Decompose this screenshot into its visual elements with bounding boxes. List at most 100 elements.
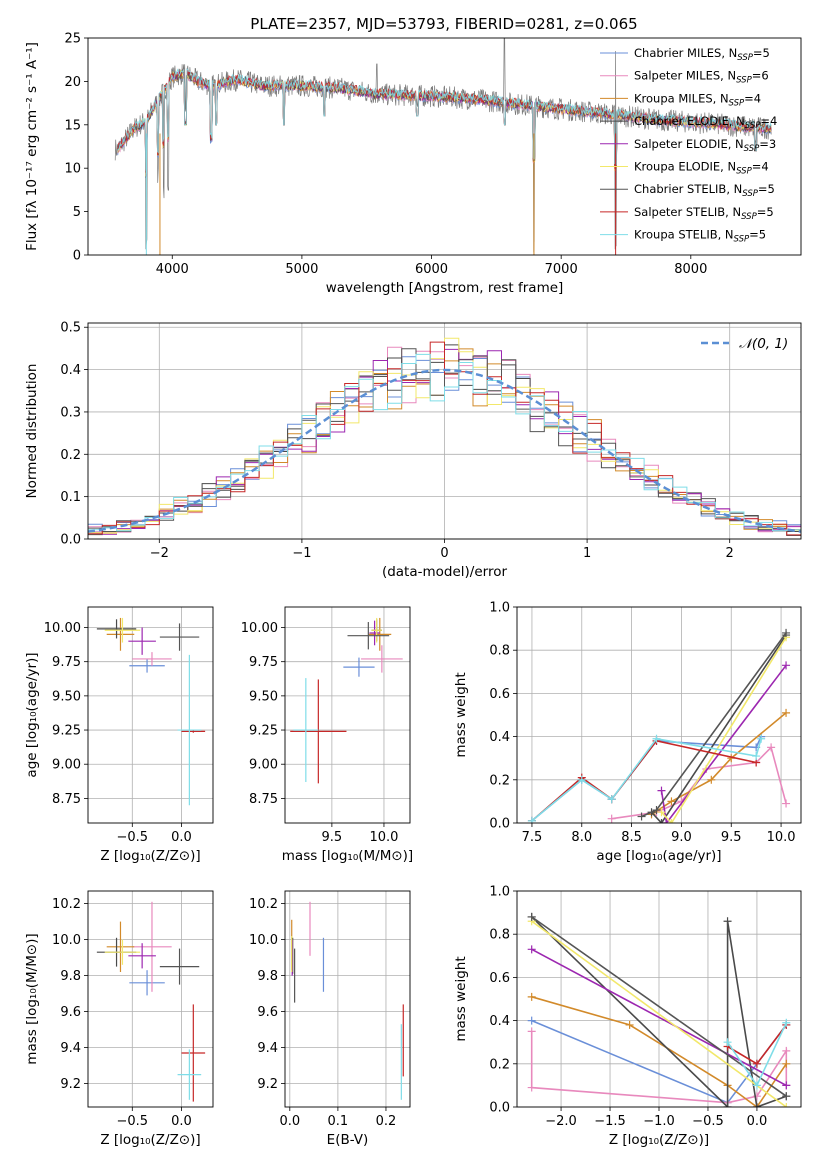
y-tick-label: 10.0 [249, 933, 278, 948]
legend-tail: =3 [759, 137, 776, 151]
y-tick-label: 0.5 [60, 321, 81, 336]
histogram-step [88, 341, 801, 536]
series-marker [782, 1092, 791, 1101]
y-axis-label: Flux [fλ 10⁻¹⁷ erg cm⁻² s⁻¹ A⁻¹] [24, 42, 40, 251]
axes-frame [516, 890, 802, 1108]
series-marker [707, 775, 716, 784]
legend-subscript: SSP [741, 212, 757, 222]
x-axis-label: wavelength [Angstrom, rest frame] [326, 280, 564, 296]
y-tick-label: 0.0 [60, 533, 81, 548]
x-axis-label: Z [log₁₀(Z/Z⊙)] [100, 1132, 200, 1148]
x-tick-label: −1.0 [643, 1114, 675, 1129]
figure-title: PLATE=2357, MJD=53793, FIBERID=0281, z=0… [250, 15, 637, 33]
x-axis-label: (data-model)/error [382, 564, 508, 580]
series-marker [527, 1083, 536, 1092]
legend: Chabrier MILES, NSSP=5 Salpeter MILES, NS… [600, 46, 777, 245]
y-tick-label: 10.0 [52, 933, 81, 948]
histogram-step [88, 348, 801, 536]
series-marker [657, 786, 666, 795]
y-tick-label: 20 [64, 75, 81, 90]
y-axis-label: mass weight [453, 956, 469, 1041]
x-tick-label: 2 [726, 546, 734, 561]
legend-label: Chabrier ELODIE, NSSP=4 [634, 114, 777, 131]
y-tick-label: 9.2 [257, 1077, 278, 1092]
x-tick-label: 0.2 [376, 1114, 397, 1129]
x-tick-label: 0.0 [171, 1114, 192, 1129]
y-tick-label: 9.6 [60, 1005, 81, 1020]
series-marker [782, 708, 791, 717]
axes-frame [516, 606, 802, 824]
series-marker [782, 1103, 791, 1107]
x-tick-label: 0.0 [279, 1114, 300, 1129]
series-marker [752, 1103, 761, 1107]
y-tick-label: 9.8 [60, 969, 81, 984]
series-line [531, 948, 787, 1087]
y-tick-label: 0.2 [489, 773, 510, 788]
x-tick-label: 10.0 [767, 830, 796, 845]
legend-label: Chabrier STELIB, NSSP=5 [634, 182, 775, 199]
plot-area [291, 901, 404, 1100]
axes-spectrum: 4000 5000 6000 7000 8000 0 5 10 15 20 25 wavelength… [24, 32, 802, 296]
y-tick-label: 0.4 [60, 363, 81, 378]
series-line [530, 1031, 788, 1104]
series-marker [637, 812, 646, 821]
y-tick-label: 0 [73, 249, 81, 264]
series-marker [607, 814, 616, 823]
series-marker [782, 1018, 791, 1027]
y-tick-label: 0.0 [489, 817, 510, 832]
y-tick-label: 8.75 [52, 792, 81, 807]
legend-label: Salpeter STELIB, NSSP=5 [634, 205, 774, 222]
series-marker [757, 734, 766, 743]
plot-area [527, 912, 791, 1107]
x-tick-label: 9.0 [671, 830, 692, 845]
series-marker [577, 775, 586, 784]
model-spectrum-line [117, 67, 772, 174]
series-marker [782, 1046, 791, 1055]
axes-frame [87, 606, 214, 824]
x-axis-label: age [log₁₀(age/yr)] [596, 848, 721, 864]
legend-subscript: SSP [737, 53, 753, 63]
series-line [531, 736, 762, 822]
legend-subscript: SSP [734, 235, 750, 245]
y-axis-label: age [log₁₀(age/yr)] [24, 652, 40, 777]
axes-mass-vs-z: −0.5 0.0 9.2 9.4 9.6 9.8 10.0 10.2 Z [log₁₀(Z/Z⊙… [24, 890, 214, 1148]
y-tick-label: 9.4 [60, 1041, 81, 1056]
legend-tail: =5 [749, 228, 766, 242]
series-line [660, 636, 787, 823]
series-marker [625, 1020, 634, 1029]
axes-massweight-vs-z: −2.0 −1.5 −1.0 −0.5 0.0 0.0 0.2 0.4 0.6 0.8 1.0 Z [… [453, 885, 802, 1148]
x-tick-label: −0.5 [117, 830, 149, 845]
x-tick-label: 0.0 [747, 1114, 768, 1129]
y-tick-label: 0.4 [489, 730, 510, 745]
legend-label: Salpeter ELODIE, NSSP=3 [634, 137, 776, 154]
x-tick-label: −1 [292, 546, 311, 561]
x-tick-label: −1.5 [594, 1114, 626, 1129]
y-tick-label: 0.6 [489, 971, 510, 986]
series-marker [527, 992, 536, 1001]
series-marker [782, 799, 791, 808]
legend-label: Salpeter MILES, NSSP=6 [634, 69, 769, 86]
x-axis-label: Z [log₁₀(Z/Z⊙)] [100, 848, 200, 864]
legend-label: Kroupa ELODIE, NSSP=4 [634, 160, 769, 177]
plot-area [114, 38, 772, 255]
x-tick-label: 7.5 [522, 830, 543, 845]
series-marker [527, 945, 536, 954]
series-marker [752, 752, 761, 761]
axes-age-vs-mass: 9.5 10.0 8.75 9.00 9.25 9.50 9.75 10.00 mass [lo… [241, 606, 413, 864]
y-tick-label: 0.8 [489, 928, 510, 943]
axes-age-vs-z: −0.5 0.0 8.75 9.00 9.25 9.50 9.75 10.00 Z [log₁₀… [24, 606, 214, 864]
y-tick-label: 9.2 [60, 1077, 81, 1092]
x-axis-label: mass [log₁₀(M/M⊙)] [282, 848, 413, 864]
y-tick-label: 0.8 [489, 644, 510, 659]
y-tick-label: 15 [64, 118, 81, 133]
x-tick-label: −0.5 [692, 1114, 724, 1129]
x-tick-label: −2.0 [545, 1114, 577, 1129]
axes-frame [284, 606, 411, 824]
x-tick-label: −2 [150, 546, 169, 561]
x-tick-label: 1 [583, 546, 591, 561]
x-tick-label: 0 [440, 546, 448, 561]
series-marker [723, 1038, 732, 1047]
axes-frame [87, 890, 214, 1108]
x-tick-label: 0.0 [171, 830, 192, 845]
y-tick-label: 8.75 [249, 792, 278, 807]
